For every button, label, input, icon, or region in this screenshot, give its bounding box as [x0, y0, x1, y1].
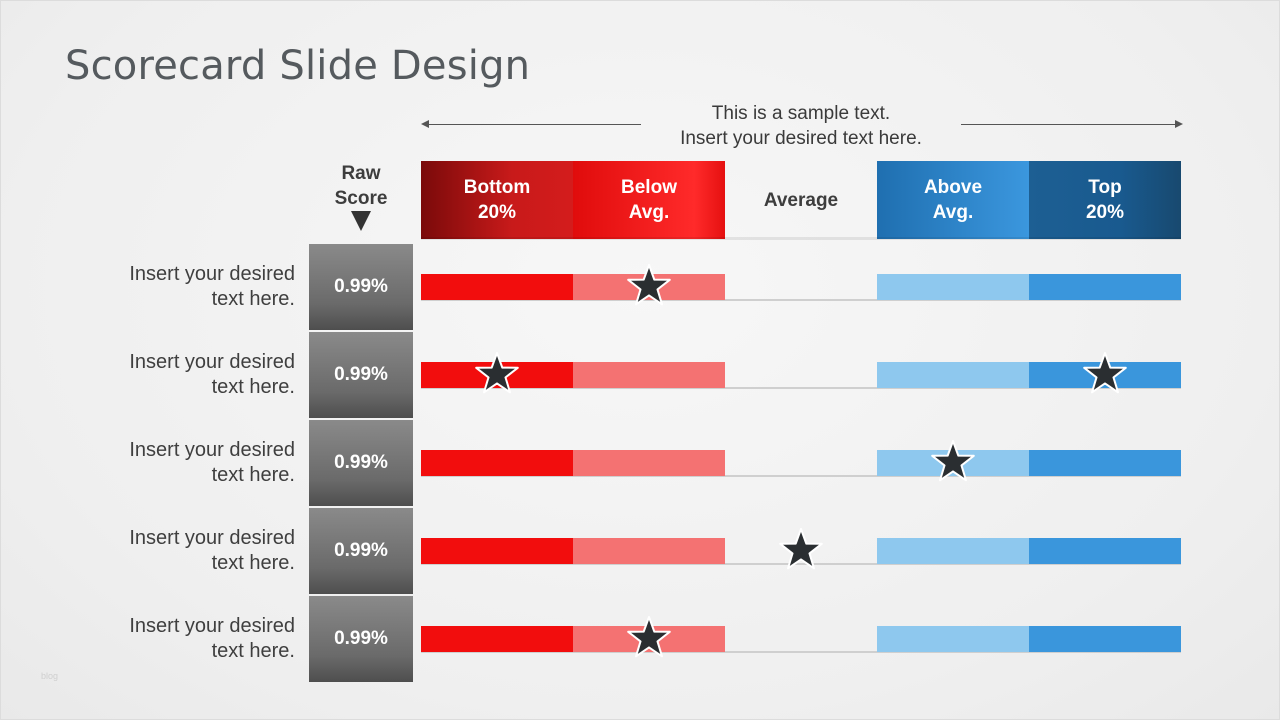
down-triangle-icon	[351, 211, 371, 231]
header-top-20: Top 20%	[1029, 161, 1181, 239]
raw-score-label-line-2: Score	[334, 188, 388, 209]
score-segment	[421, 450, 573, 476]
row-baseline	[421, 475, 1181, 477]
row-label-line: text here.	[211, 464, 295, 486]
header-average: Average	[725, 161, 877, 239]
row-label: Insert your desired text here.	[61, 526, 295, 576]
score-segment	[421, 274, 573, 300]
header-bottom-line-1: Bottom	[463, 177, 531, 198]
raw-score-label: Raw Score	[311, 161, 411, 211]
header-above-line-1: Above	[923, 177, 983, 198]
score-segment	[1029, 538, 1181, 564]
row-baseline	[421, 299, 1181, 301]
score-segment	[1029, 274, 1181, 300]
row-baseline	[421, 651, 1181, 653]
row-label-line: Insert your desired	[129, 615, 295, 637]
score-segment	[573, 362, 725, 388]
score-segment	[1029, 450, 1181, 476]
star-icon	[779, 528, 823, 570]
header-below-avg: Below Avg.	[573, 161, 725, 239]
star-icon	[627, 264, 671, 306]
header-top-line-2: 20%	[1085, 202, 1125, 223]
score-segment	[421, 626, 573, 652]
row-label-line: Insert your desired	[129, 439, 295, 461]
sample-text: This is a sample text. Insert your desir…	[641, 101, 961, 151]
row-baseline	[421, 387, 1181, 389]
header-above-line-2: Avg.	[932, 202, 974, 223]
star-icon	[931, 440, 975, 482]
header-below-line-2: Avg.	[628, 202, 670, 223]
left-arrow	[421, 120, 641, 128]
score-segment	[877, 626, 1029, 652]
row-label-line: Insert your desired	[129, 527, 295, 549]
row-label: Insert your desired text here.	[61, 614, 295, 664]
sample-text-line-2: Insert your desired text here.	[680, 128, 922, 149]
raw-score-value: 0.99%	[309, 332, 413, 418]
score-segment	[1029, 626, 1181, 652]
header-shadow	[421, 237, 1181, 240]
row-baseline	[421, 563, 1181, 565]
score-segment	[877, 538, 1029, 564]
raw-score-value: 0.99%	[309, 596, 413, 682]
row-label-line: text here.	[211, 552, 295, 574]
header-average-line-1: Average	[763, 189, 839, 211]
row-label: Insert your desired text here.	[61, 350, 295, 400]
score-segment	[573, 450, 725, 476]
header-bottom-20: Bottom 20%	[421, 161, 573, 239]
footer-watermark: blog	[41, 671, 59, 681]
star-icon	[627, 616, 671, 658]
header-top-line-1: Top	[1088, 177, 1122, 198]
slide-title: Scorecard Slide Design	[65, 43, 531, 89]
header-bottom-line-2: 20%	[477, 202, 516, 223]
header-below-line-1: Below	[621, 177, 677, 198]
star-icon	[1083, 352, 1127, 394]
sample-text-line-1: This is a sample text.	[711, 103, 891, 124]
row-label: Insert your desired text here.	[61, 438, 295, 488]
score-segment	[877, 274, 1029, 300]
row-label-line: text here.	[211, 376, 295, 398]
right-arrow	[961, 120, 1183, 128]
raw-score-value: 0.99%	[309, 508, 413, 594]
row-label-line: text here.	[211, 288, 295, 310]
row-label-line: text here.	[211, 640, 295, 662]
row-label: Insert your desired text here.	[61, 262, 295, 312]
score-segment	[573, 538, 725, 564]
score-segment	[421, 538, 573, 564]
star-icon	[475, 352, 519, 394]
header-above-avg: Above Avg.	[877, 161, 1029, 239]
row-label-line: Insert your desired	[129, 263, 295, 285]
row-label-line: Insert your desired	[129, 351, 295, 373]
raw-score-value: 0.99%	[309, 420, 413, 506]
raw-score-value: 0.99%	[309, 244, 413, 330]
raw-score-label-line-1: Raw	[341, 163, 381, 184]
score-segment	[877, 362, 1029, 388]
